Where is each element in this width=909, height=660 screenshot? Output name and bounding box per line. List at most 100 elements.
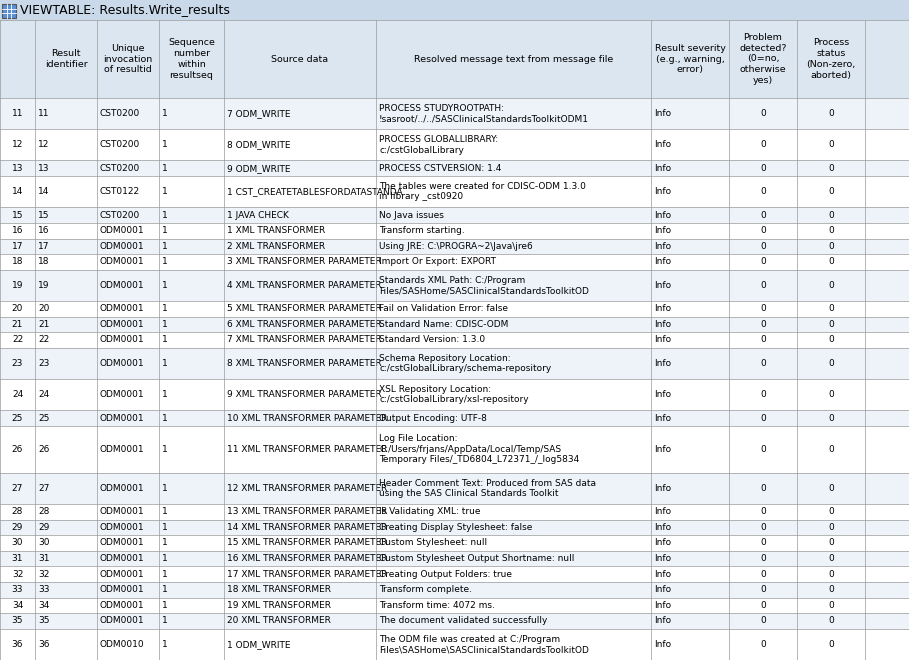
Text: 0: 0 [828,507,834,516]
Text: 34: 34 [38,601,49,610]
Text: ODM0001: ODM0001 [100,539,145,547]
Text: 24: 24 [38,390,49,399]
Text: 0: 0 [828,523,834,532]
Text: Using JRE: C:\PROGRA~2\Java\jre6: Using JRE: C:\PROGRA~2\Java\jre6 [379,242,533,251]
Text: 0: 0 [828,616,834,626]
Text: 6 XML TRANSFORMER PARAMETER: 6 XML TRANSFORMER PARAMETER [227,320,382,329]
Text: ODM0001: ODM0001 [100,570,145,579]
Text: 21: 21 [12,320,24,329]
Text: 1: 1 [162,211,168,220]
Text: ODM0001: ODM0001 [100,390,145,399]
Text: 21: 21 [38,320,49,329]
Text: PROCESS CSTVERSION: 1.4: PROCESS CSTVERSION: 1.4 [379,164,502,173]
Text: 14: 14 [12,187,24,196]
Text: Transform starting.: Transform starting. [379,226,464,235]
Text: Info: Info [654,539,671,547]
Text: 1: 1 [162,242,168,251]
Text: 1 XML TRANSFORMER: 1 XML TRANSFORMER [227,226,325,235]
Text: 0: 0 [828,320,834,329]
Text: 0: 0 [760,281,766,290]
Text: Custom Stylesheet Output Shortname: null: Custom Stylesheet Output Shortname: null [379,554,574,563]
Text: 12: 12 [12,141,24,149]
Text: Problem
detected?
(0=no,
otherwise
yes): Problem detected? (0=no, otherwise yes) [739,33,787,85]
Text: 11: 11 [38,109,49,118]
Text: 25: 25 [38,414,49,422]
Text: Info: Info [654,601,671,610]
Text: No Java issues: No Java issues [379,211,444,220]
Text: 1: 1 [162,257,168,267]
Text: 0: 0 [828,187,834,196]
Text: Info: Info [654,640,671,649]
Text: Info: Info [654,616,671,626]
Text: 13: 13 [12,164,24,173]
Text: 12: 12 [38,141,49,149]
Text: 2 XML TRANSFORMER: 2 XML TRANSFORMER [227,242,325,251]
Text: 1: 1 [162,281,168,290]
Text: 3 XML TRANSFORMER PARAMETER: 3 XML TRANSFORMER PARAMETER [227,257,382,267]
Text: 14: 14 [38,187,49,196]
Text: Info: Info [654,585,671,594]
Text: 13 XML TRANSFORMER PARAMETER: 13 XML TRANSFORMER PARAMETER [227,507,387,516]
Text: 0: 0 [760,585,766,594]
Text: 34: 34 [12,601,24,610]
Text: 0: 0 [760,390,766,399]
Text: Is Validating XML: true: Is Validating XML: true [379,507,481,516]
Text: 19 XML TRANSFORMER: 19 XML TRANSFORMER [227,601,331,610]
Text: Transform time: 4072 ms.: Transform time: 4072 ms. [379,601,494,610]
Text: 0: 0 [760,445,766,454]
Text: 0: 0 [760,304,766,313]
Text: 12 XML TRANSFORMER PARAMETER: 12 XML TRANSFORMER PARAMETER [227,484,387,493]
Text: 1 ODM_WRITE: 1 ODM_WRITE [227,640,291,649]
Text: 1: 1 [162,359,168,368]
Text: 8 XML TRANSFORMER PARAMETER: 8 XML TRANSFORMER PARAMETER [227,359,382,368]
Text: 0: 0 [760,226,766,235]
Text: Standard Name: CDISC-ODM: Standard Name: CDISC-ODM [379,320,508,329]
Text: Info: Info [654,164,671,173]
Bar [0,613,909,629]
Text: 35: 35 [12,616,24,626]
Text: ODM0001: ODM0001 [100,484,145,493]
Text: ODM0001: ODM0001 [100,320,145,329]
Text: Resolved message text from message file: Resolved message text from message file [414,55,614,63]
Text: Info: Info [654,109,671,118]
Text: 16 XML TRANSFORMER PARAMETER: 16 XML TRANSFORMER PARAMETER [227,554,387,563]
Text: ODM0001: ODM0001 [100,585,145,594]
Text: 1: 1 [162,414,168,422]
Text: 32: 32 [38,570,49,579]
Text: ODM0001: ODM0001 [100,242,145,251]
Text: 5 XML TRANSFORMER PARAMETER: 5 XML TRANSFORMER PARAMETER [227,304,382,313]
Text: 0: 0 [828,445,834,454]
Text: 0: 0 [828,211,834,220]
Text: ODM0001: ODM0001 [100,601,145,610]
Bar [0,379,909,411]
Bar [0,160,909,176]
Text: 18: 18 [38,257,49,267]
Text: XSL Repository Location:
c:/cstGlobalLibrary/xsl-repository: XSL Repository Location: c:/cstGlobalLib… [379,385,529,405]
Text: 36: 36 [38,640,49,649]
Text: ODM0001: ODM0001 [100,359,145,368]
Text: Process
status
(Non-zero,
aborted): Process status (Non-zero, aborted) [806,38,855,80]
Text: Info: Info [654,320,671,329]
Text: 0: 0 [828,484,834,493]
Text: Info: Info [654,242,671,251]
Text: Schema Repository Location:
c:/cstGlobalLibrary/schema-repository: Schema Repository Location: c:/cstGlobal… [379,354,551,373]
Text: 1 CST_CREATETABLESFORDATASTANDA: 1 CST_CREATETABLESFORDATASTANDA [227,187,403,196]
Text: 20: 20 [12,304,24,313]
Text: 0: 0 [828,539,834,547]
Text: Creating Display Stylesheet: false: Creating Display Stylesheet: false [379,523,533,532]
Text: 1 JAVA CHECK: 1 JAVA CHECK [227,211,289,220]
Text: 0: 0 [760,601,766,610]
Text: Info: Info [654,507,671,516]
Text: 1: 1 [162,109,168,118]
Text: 15: 15 [38,211,49,220]
Text: The tables were created for CDISC-ODM 1.3.0
in library _cst0920: The tables were created for CDISC-ODM 1.… [379,182,586,201]
Text: 17 XML TRANSFORMER PARAMETER: 17 XML TRANSFORMER PARAMETER [227,570,387,579]
Bar [0,550,909,566]
Text: Info: Info [654,554,671,563]
Text: 0: 0 [828,304,834,313]
Text: Info: Info [654,335,671,345]
Text: 35: 35 [38,616,49,626]
Text: 29: 29 [12,523,24,532]
Text: CST0122: CST0122 [100,187,140,196]
Text: 0: 0 [760,187,766,196]
